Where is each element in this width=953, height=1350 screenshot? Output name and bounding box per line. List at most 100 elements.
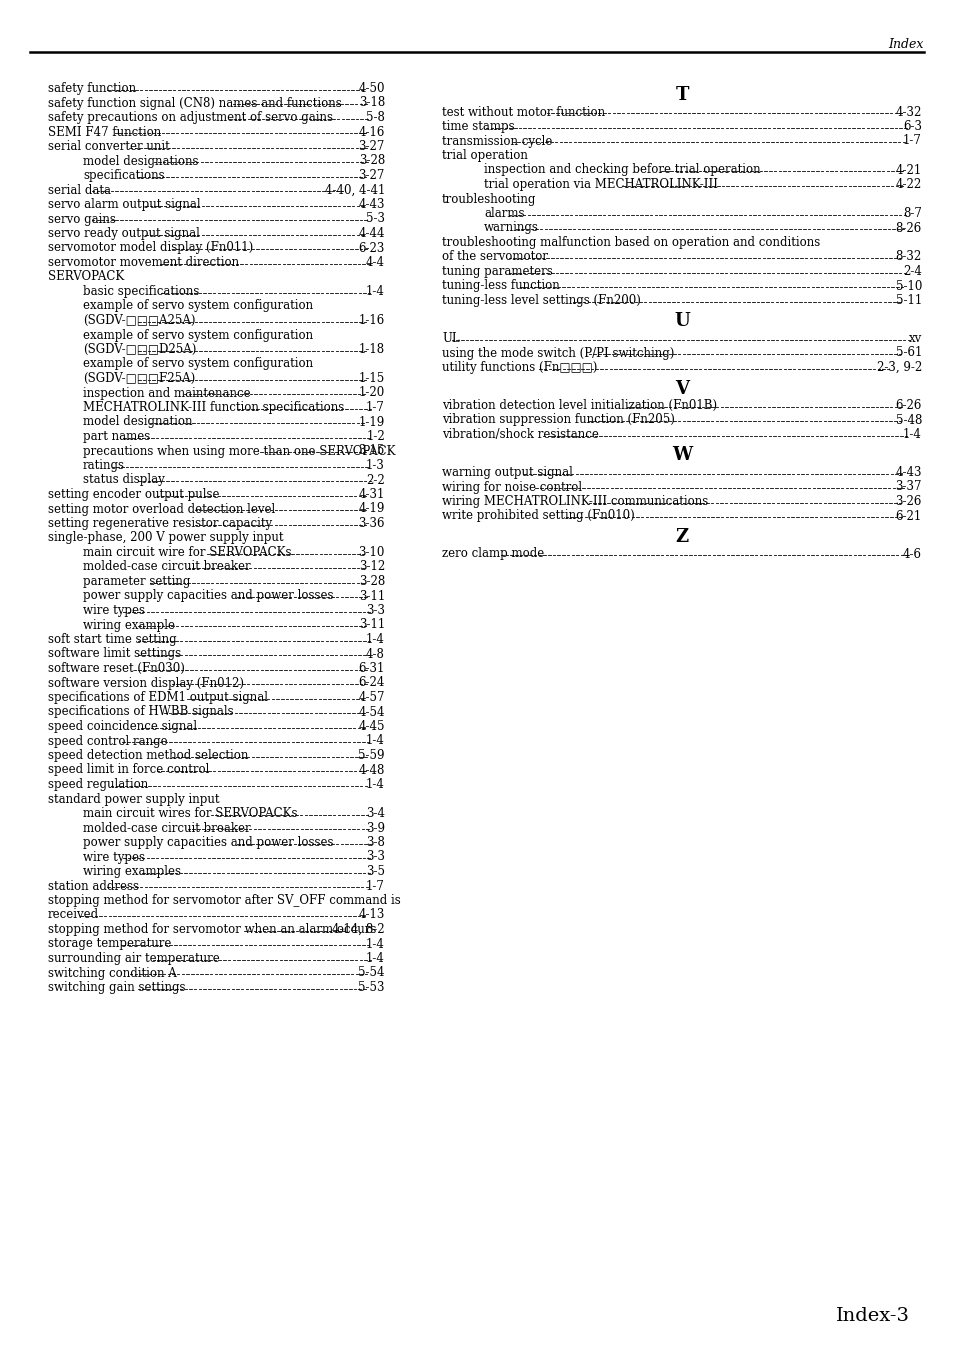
Text: 3-15: 3-15 bbox=[358, 444, 385, 458]
Text: transmission cycle: transmission cycle bbox=[441, 135, 552, 147]
Text: time stamps: time stamps bbox=[441, 120, 514, 134]
Text: 1-19: 1-19 bbox=[358, 416, 385, 428]
Text: warnings: warnings bbox=[483, 221, 538, 235]
Text: 5-3: 5-3 bbox=[366, 212, 385, 225]
Text: using the mode switch (P/PI switching): using the mode switch (P/PI switching) bbox=[441, 347, 674, 359]
Text: safety function signal (CN8) names and functions: safety function signal (CN8) names and f… bbox=[48, 96, 341, 109]
Text: speed detection method selection: speed detection method selection bbox=[48, 749, 248, 761]
Text: servomotor model display (Fn011): servomotor model display (Fn011) bbox=[48, 242, 253, 255]
Text: setting encoder output pulse: setting encoder output pulse bbox=[48, 487, 219, 501]
Text: 4-57: 4-57 bbox=[358, 691, 385, 703]
Text: example of servo system configuration: example of servo system configuration bbox=[83, 300, 313, 312]
Text: 4-32: 4-32 bbox=[895, 105, 921, 119]
Text: specifications: specifications bbox=[83, 169, 165, 182]
Text: 6-24: 6-24 bbox=[358, 676, 385, 690]
Text: 5-10: 5-10 bbox=[895, 279, 921, 293]
Text: write prohibited setting (Fn010): write prohibited setting (Fn010) bbox=[441, 509, 634, 522]
Text: speed regulation: speed regulation bbox=[48, 778, 148, 791]
Text: 6-31: 6-31 bbox=[358, 662, 385, 675]
Text: soft start time setting: soft start time setting bbox=[48, 633, 176, 647]
Text: 4-40, 4-41: 4-40, 4-41 bbox=[324, 184, 385, 197]
Text: 1-15: 1-15 bbox=[358, 373, 385, 385]
Text: 1-7: 1-7 bbox=[366, 401, 385, 414]
Text: warning output signal: warning output signal bbox=[441, 466, 572, 479]
Text: 6-26: 6-26 bbox=[895, 400, 921, 412]
Text: wire types: wire types bbox=[83, 603, 145, 617]
Text: storage temperature: storage temperature bbox=[48, 937, 172, 950]
Text: 4-13: 4-13 bbox=[358, 909, 385, 922]
Text: SERVOPACK: SERVOPACK bbox=[48, 270, 124, 284]
Text: 4-21: 4-21 bbox=[895, 163, 921, 177]
Text: 1-2: 1-2 bbox=[366, 431, 385, 443]
Text: 6-23: 6-23 bbox=[358, 242, 385, 255]
Text: surrounding air temperature: surrounding air temperature bbox=[48, 952, 219, 965]
Text: W: W bbox=[671, 447, 691, 464]
Text: switching condition A: switching condition A bbox=[48, 967, 176, 980]
Text: molded-case circuit breaker: molded-case circuit breaker bbox=[83, 560, 251, 574]
Text: 5-8: 5-8 bbox=[366, 111, 385, 124]
Text: 3-36: 3-36 bbox=[358, 517, 385, 531]
Text: stopping method for servomotor after SV_OFF command is: stopping method for servomotor after SV_… bbox=[48, 894, 400, 907]
Text: example of servo system configuration: example of servo system configuration bbox=[83, 358, 313, 370]
Text: Index-3: Index-3 bbox=[835, 1307, 909, 1324]
Text: tuning-less function: tuning-less function bbox=[441, 279, 559, 293]
Text: specifications of HWBB signals: specifications of HWBB signals bbox=[48, 706, 233, 718]
Text: MECHATROLINK-III function specifications: MECHATROLINK-III function specifications bbox=[83, 401, 344, 414]
Text: software version display (Fn012): software version display (Fn012) bbox=[48, 676, 244, 690]
Text: power supply capacities and power losses: power supply capacities and power losses bbox=[83, 836, 334, 849]
Text: trial operation via MECHATROLINK-III: trial operation via MECHATROLINK-III bbox=[483, 178, 718, 190]
Text: 4-22: 4-22 bbox=[895, 178, 921, 190]
Text: 5-61: 5-61 bbox=[895, 347, 921, 359]
Text: 3-3: 3-3 bbox=[366, 850, 385, 864]
Text: 1-4: 1-4 bbox=[902, 428, 921, 441]
Text: V: V bbox=[675, 379, 688, 397]
Text: xv: xv bbox=[908, 332, 921, 346]
Text: 3-27: 3-27 bbox=[358, 140, 385, 153]
Text: 4-8: 4-8 bbox=[366, 648, 385, 660]
Text: T: T bbox=[675, 86, 688, 104]
Text: 5-48: 5-48 bbox=[895, 413, 921, 427]
Text: servo alarm output signal: servo alarm output signal bbox=[48, 198, 200, 211]
Text: 5-53: 5-53 bbox=[358, 981, 385, 994]
Text: vibration detection level initialization (Fn01B): vibration detection level initialization… bbox=[441, 400, 717, 412]
Text: 2-2: 2-2 bbox=[366, 474, 385, 486]
Text: software reset (Fn030): software reset (Fn030) bbox=[48, 662, 185, 675]
Text: status display: status display bbox=[83, 474, 165, 486]
Text: molded-case circuit breaker: molded-case circuit breaker bbox=[83, 822, 251, 834]
Text: 3-9: 3-9 bbox=[366, 822, 385, 834]
Text: servomotor movement direction: servomotor movement direction bbox=[48, 256, 239, 269]
Text: 3-3: 3-3 bbox=[366, 603, 385, 617]
Text: main circuit wires for SERVOPACKs: main circuit wires for SERVOPACKs bbox=[83, 807, 297, 819]
Text: 3-37: 3-37 bbox=[895, 481, 921, 494]
Text: of the servomotor: of the servomotor bbox=[441, 251, 547, 263]
Text: wiring example: wiring example bbox=[83, 618, 174, 632]
Text: 4-50: 4-50 bbox=[358, 82, 385, 94]
Text: main circuit wire for SERVOPACKs: main circuit wire for SERVOPACKs bbox=[83, 545, 292, 559]
Text: 3-11: 3-11 bbox=[358, 590, 385, 602]
Text: wiring for noise control: wiring for noise control bbox=[441, 481, 581, 494]
Text: speed limit in force control: speed limit in force control bbox=[48, 764, 209, 776]
Text: 3-4: 3-4 bbox=[366, 807, 385, 819]
Text: station address: station address bbox=[48, 879, 139, 892]
Text: 2-3, 9-2: 2-3, 9-2 bbox=[876, 360, 921, 374]
Text: setting regenerative resistor capacity: setting regenerative resistor capacity bbox=[48, 517, 272, 531]
Text: tuning parameters: tuning parameters bbox=[441, 265, 552, 278]
Text: specifications of EDM1 output signal: specifications of EDM1 output signal bbox=[48, 691, 268, 703]
Text: inspection and maintenance: inspection and maintenance bbox=[83, 386, 251, 400]
Text: example of servo system configuration: example of servo system configuration bbox=[83, 328, 313, 342]
Text: software limit settings: software limit settings bbox=[48, 648, 181, 660]
Text: wiring MECHATROLINK-III communications: wiring MECHATROLINK-III communications bbox=[441, 495, 707, 508]
Text: 5-11: 5-11 bbox=[895, 294, 921, 306]
Text: (SGDV-□□□D25A): (SGDV-□□□D25A) bbox=[83, 343, 196, 356]
Text: wire types: wire types bbox=[83, 850, 145, 864]
Text: 1-4: 1-4 bbox=[366, 937, 385, 950]
Text: 6-3: 6-3 bbox=[902, 120, 921, 134]
Text: troubleshooting: troubleshooting bbox=[441, 193, 536, 205]
Text: 5-54: 5-54 bbox=[358, 967, 385, 980]
Text: 3-28: 3-28 bbox=[358, 154, 385, 167]
Text: 4-54: 4-54 bbox=[358, 706, 385, 718]
Text: inspection and checking before trial operation: inspection and checking before trial ope… bbox=[483, 163, 760, 177]
Text: UL: UL bbox=[441, 332, 459, 346]
Text: 3-27: 3-27 bbox=[358, 169, 385, 182]
Text: Z: Z bbox=[675, 528, 688, 545]
